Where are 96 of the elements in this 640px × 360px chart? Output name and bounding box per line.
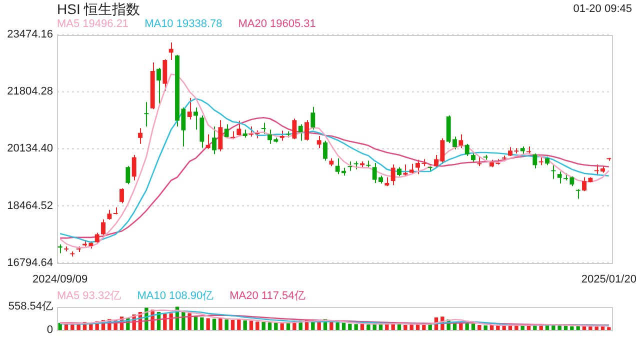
candlestick — [316, 136, 322, 149]
bar — [607, 327, 611, 330]
series-label: MA5 93.32亿 — [57, 290, 122, 302]
bar — [360, 324, 364, 330]
bar — [366, 324, 370, 330]
candlestick — [323, 140, 328, 162]
bar — [570, 326, 574, 330]
bar — [478, 324, 482, 330]
candlestick — [206, 134, 210, 150]
candlestick — [551, 164, 556, 180]
bar — [280, 323, 284, 330]
bar — [188, 313, 192, 330]
chart-title: HSI 恒生指数 — [57, 1, 140, 19]
candlestick — [304, 120, 309, 141]
bar — [404, 324, 408, 330]
candlestick — [107, 209, 112, 220]
bar — [342, 322, 346, 330]
candlestick — [280, 130, 284, 142]
candlestick — [298, 124, 303, 142]
bar — [385, 324, 389, 330]
bar — [212, 318, 216, 330]
bar — [336, 322, 340, 330]
candlestick — [194, 107, 198, 130]
candlestick — [348, 160, 352, 172]
candlestick — [557, 171, 562, 184]
bar — [194, 316, 198, 330]
bar — [422, 324, 426, 330]
candlestick — [144, 102, 149, 128]
bar — [496, 325, 500, 330]
candlestick — [212, 126, 216, 155]
candlestick — [156, 67, 161, 104]
bar — [471, 324, 476, 330]
bar — [206, 318, 210, 330]
chart-subtitle: 01-20 09:45 — [573, 3, 632, 15]
bar — [465, 322, 469, 330]
candlestick — [397, 166, 402, 177]
candlestick — [218, 120, 223, 152]
candlestick — [162, 58, 168, 92]
y-tick-label: 18464.52 — [7, 200, 53, 212]
candlestick — [126, 166, 130, 185]
bar — [520, 326, 524, 330]
bar — [163, 314, 167, 330]
bar — [169, 313, 173, 330]
series-label: MA10 108.90亿 — [137, 290, 214, 302]
candlestick — [458, 134, 464, 149]
candlestick — [168, 42, 174, 60]
candlestick — [464, 143, 470, 156]
bar — [256, 322, 260, 330]
bar — [594, 326, 598, 330]
x-tick-label: 2024/09/09 — [32, 273, 88, 286]
candlestick — [236, 120, 242, 137]
candlestick — [310, 106, 316, 130]
text: MA20 19605.31 — [238, 18, 316, 30]
y-tick-label: 16794.64 — [7, 256, 53, 269]
bar — [484, 325, 488, 330]
bar — [410, 324, 414, 330]
candlestick — [292, 118, 297, 140]
bar — [502, 326, 506, 330]
candlestick — [94, 232, 100, 244]
candlestick — [261, 122, 266, 134]
candlestick — [390, 164, 396, 186]
bar — [274, 322, 278, 330]
candlestick — [224, 124, 229, 138]
bar — [268, 322, 272, 330]
bar — [262, 322, 266, 330]
candlestick — [132, 154, 136, 181]
bar — [354, 324, 358, 330]
text: MA5 19496.21 — [57, 18, 129, 30]
candlestick — [187, 97, 192, 120]
bar — [514, 325, 518, 330]
bar — [539, 325, 543, 330]
bar — [218, 318, 222, 330]
candlestick — [101, 218, 106, 236]
series-label: MA20 117.54亿 — [230, 290, 306, 302]
bar — [230, 320, 235, 330]
bar — [564, 326, 568, 330]
bar — [200, 317, 204, 330]
bar — [58, 322, 62, 330]
y-tick-label: 23474.16 — [7, 28, 53, 41]
bar — [224, 320, 228, 330]
bar — [552, 324, 556, 330]
candlestick — [138, 128, 142, 144]
y-tick-label: 0 — [46, 324, 53, 336]
y-tick-label: 21804.28 — [7, 86, 53, 98]
bar — [558, 325, 562, 330]
candlestick — [576, 188, 580, 200]
y-tick-label: 558.54亿 — [8, 300, 53, 313]
candlestick — [120, 188, 124, 204]
bar — [237, 319, 241, 330]
text: MA10 19338.78 — [144, 18, 222, 30]
x-tick-label: 2025/01/20 — [581, 273, 636, 286]
y-tick-label: 20134.40 — [7, 142, 53, 155]
bar — [249, 320, 254, 330]
bar — [243, 320, 247, 330]
candlestick — [532, 152, 538, 169]
bar — [348, 324, 352, 330]
